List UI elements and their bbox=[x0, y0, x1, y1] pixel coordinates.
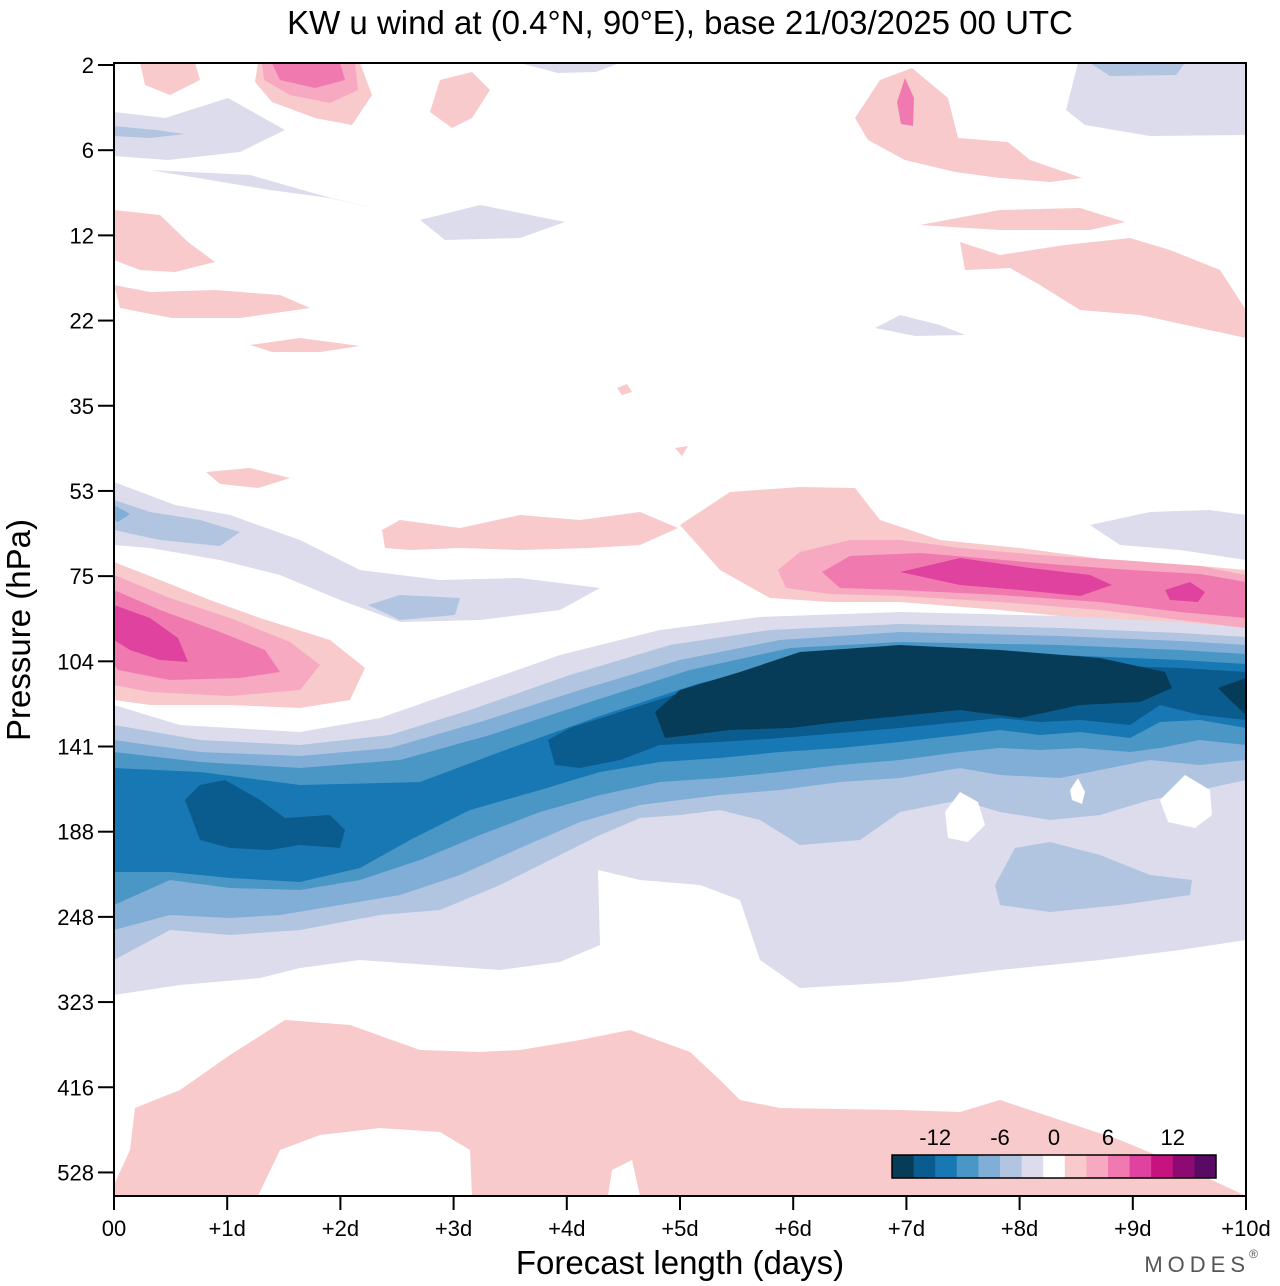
contour-pos-25hpa bbox=[250, 338, 360, 352]
y-tick-label: 188 bbox=[57, 820, 94, 845]
contour-neg-240hpa-right bbox=[995, 842, 1192, 912]
contour-pos-48hpa bbox=[206, 468, 290, 488]
colorbar-swatch bbox=[913, 1155, 936, 1178]
colorbar-swatch bbox=[1129, 1155, 1152, 1178]
y-tick-label: 104 bbox=[57, 649, 94, 674]
contour-pos-35hpa-a bbox=[617, 384, 632, 395]
y-tick-label: 22 bbox=[70, 309, 94, 334]
contour-pos-40hpa-b bbox=[675, 446, 688, 456]
colorbar-swatch bbox=[892, 1155, 915, 1178]
contour-pos-18hpa-left bbox=[114, 285, 310, 318]
colorbar-swatch bbox=[1086, 1155, 1109, 1178]
contour-hole-surface-2 bbox=[608, 1160, 640, 1196]
contour-hole-190hpa-2 bbox=[1070, 778, 1085, 804]
contour-neg-25hpa-right bbox=[875, 315, 965, 336]
contour-neg-upper-band-2 bbox=[420, 205, 565, 240]
contour-hole-260hpa bbox=[650, 918, 700, 962]
x-tick-label: +6d bbox=[775, 1216, 812, 1241]
contour-pos-top-right-2 bbox=[897, 78, 914, 126]
contour-pos-104hpa-left-4 bbox=[114, 605, 188, 662]
contour-neg-upper-band bbox=[150, 170, 380, 210]
contour-pos-top-center-3 bbox=[272, 63, 345, 88]
colorbar-swatch bbox=[956, 1155, 979, 1178]
contour-hole-190hpa-1 bbox=[945, 792, 985, 842]
y-tick-label: 323 bbox=[57, 990, 94, 1015]
contour-pos-60hpa-mid bbox=[382, 512, 678, 550]
x-tick-label: +4d bbox=[548, 1216, 585, 1241]
contour-pos-75hpa-right-5 bbox=[1165, 582, 1205, 602]
registered-mark: ® bbox=[1249, 1247, 1258, 1261]
contour-neg-top-left bbox=[114, 98, 285, 160]
y-axis-label: Pressure (hPa) bbox=[0, 519, 37, 741]
colorbar-swatch bbox=[1194, 1155, 1217, 1178]
colorbar-swatch bbox=[1043, 1155, 1066, 1178]
x-tick-label: +9d bbox=[1114, 1216, 1151, 1241]
x-axis: 00 +1d +2d +3d +4d +5d +6d +7d +8d +9d +10d bbox=[102, 1196, 1271, 1241]
x-tick-label: +1d bbox=[209, 1216, 246, 1241]
contour-pos-top-left bbox=[140, 63, 200, 95]
colorbar-swatch bbox=[1000, 1155, 1023, 1178]
colorbar-swatch bbox=[1172, 1155, 1195, 1178]
contour-neg-90hpa bbox=[368, 595, 460, 620]
colorbar-swatch bbox=[1064, 1155, 1087, 1178]
x-axis-label: Forecast length (days) bbox=[516, 1244, 844, 1281]
y-tick-label: 12 bbox=[70, 223, 94, 248]
modes-logo: MODES bbox=[1144, 1252, 1250, 1277]
contour-neg-53hpa-left-3 bbox=[114, 505, 130, 522]
y-tick-label: 528 bbox=[57, 1160, 94, 1185]
x-tick-label: +8d bbox=[1001, 1216, 1038, 1241]
contour-pos-top-right bbox=[855, 68, 1082, 182]
contour-pos-9hpa-right bbox=[920, 208, 1125, 230]
x-tick-label: +3d bbox=[435, 1216, 472, 1241]
y-axis: 2 6 12 22 35 53 75 104 141 188 248 323 416 528 bbox=[57, 53, 114, 1185]
x-tick-label: +2d bbox=[322, 1216, 359, 1241]
colorbar-label: 0 bbox=[1048, 1125, 1060, 1150]
x-tick-label: +5d bbox=[661, 1216, 698, 1241]
contour-neg-upper-core bbox=[185, 780, 345, 850]
contour-neg-jet-l7b bbox=[1218, 678, 1246, 715]
contour-neg-53hpa-right bbox=[1090, 510, 1246, 560]
y-tick-label: 6 bbox=[82, 138, 94, 163]
contour-pos-75hpa-right-4 bbox=[900, 558, 1112, 596]
y-tick-label: 416 bbox=[57, 1075, 94, 1100]
contour-neg-top-mid bbox=[520, 63, 620, 73]
colorbar-swatch bbox=[1021, 1155, 1044, 1178]
y-tick-label: 75 bbox=[70, 564, 94, 589]
colorbar-label: 12 bbox=[1161, 1125, 1185, 1150]
plot-area bbox=[113, 62, 1247, 1197]
chart-title: KW u wind at (0.4°N, 90°E), base 21/03/2… bbox=[287, 4, 1073, 41]
contour-neg-53hpa-left bbox=[114, 482, 600, 622]
y-tick-label: 2 bbox=[82, 53, 94, 78]
contour-field bbox=[114, 63, 1246, 1196]
contour-neg-53hpa-left-2 bbox=[114, 500, 240, 546]
contour-pos-12hpa-right bbox=[960, 238, 1246, 338]
contour-neg-top-right bbox=[1066, 63, 1246, 136]
y-tick-label: 53 bbox=[70, 479, 94, 504]
contour-neg-top-right-2 bbox=[1090, 63, 1185, 76]
contour-hole-surface-1 bbox=[258, 1128, 472, 1196]
y-tick-label: 248 bbox=[57, 905, 94, 930]
contour-neg-top-left-2 bbox=[114, 126, 185, 138]
colorbar: -12 -6 0 6 12 bbox=[891, 1125, 1217, 1179]
contour-pos-top-3d bbox=[430, 72, 490, 128]
contour-hole-190hpa-3 bbox=[1160, 775, 1212, 828]
x-tick-label: +10d bbox=[1221, 1216, 1271, 1241]
colorbar-swatch bbox=[978, 1155, 1001, 1178]
colorbar-frame bbox=[891, 1154, 1217, 1179]
colorbar-label: -6 bbox=[990, 1125, 1010, 1150]
x-tick-label: +7d bbox=[888, 1216, 925, 1241]
y-tick-label: 35 bbox=[70, 394, 94, 419]
x-tick-label: 00 bbox=[102, 1216, 126, 1241]
colorbar-swatch bbox=[935, 1155, 958, 1178]
colorbar-label: -12 bbox=[919, 1125, 951, 1150]
colorbar-swatch bbox=[1108, 1155, 1131, 1178]
colorbar-label: 6 bbox=[1102, 1125, 1114, 1150]
contour-neg-jet-l7 bbox=[655, 645, 1172, 738]
colorbar-swatch bbox=[1151, 1155, 1174, 1178]
y-tick-label: 141 bbox=[57, 735, 94, 760]
contour-pos-12hpa-left bbox=[114, 210, 215, 272]
